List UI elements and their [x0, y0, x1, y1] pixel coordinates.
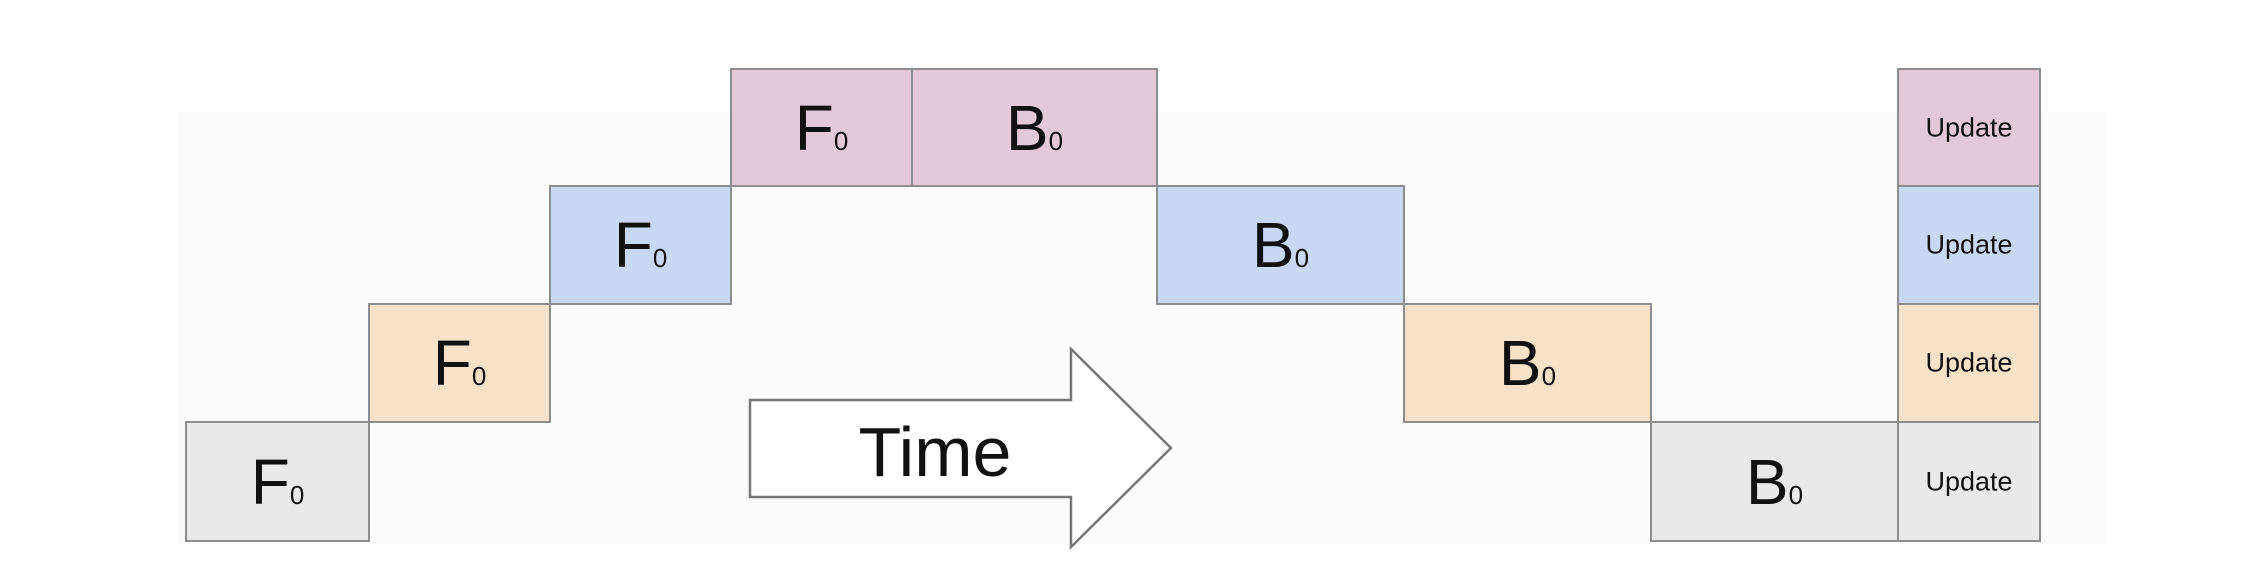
update-cell-stage-2: Update	[1897, 185, 2041, 305]
backward-cell-stage-1: B0	[1403, 303, 1652, 423]
forward-cell-stage-2: F0	[549, 185, 732, 305]
backward-subscript: 0	[1541, 361, 1557, 391]
update-cell-stage-0: Update	[1897, 421, 2041, 542]
forward-letter: F	[432, 327, 472, 399]
backward-letter: B	[1745, 445, 1789, 518]
forward-letter: F	[794, 91, 834, 164]
forward-cell-stage-0: F0	[185, 421, 370, 542]
forward-subscript: 0	[652, 243, 668, 273]
time-label: Time	[858, 413, 1012, 491]
update-label: Update	[1925, 229, 2013, 260]
update-cell-stage-3: Update	[1897, 68, 2041, 187]
backward-subscript: 0	[1294, 243, 1310, 273]
update-label: Update	[1925, 347, 2013, 378]
backward-subscript: 0	[1788, 479, 1804, 510]
backward-letter: B	[1251, 209, 1295, 281]
forward-subscript: 0	[833, 125, 849, 156]
backward-letter: B	[1498, 327, 1542, 399]
update-label: Update	[1925, 466, 2013, 496]
update-label: Update	[1925, 112, 2013, 142]
backward-subscript: 0	[1048, 125, 1064, 156]
backward-cell-stage-3: B0	[911, 68, 1158, 187]
forward-cell-stage-3: F0	[730, 68, 913, 187]
backward-cell-stage-2: B0	[1156, 185, 1405, 305]
backward-cell-stage-0: B0	[1650, 421, 1899, 542]
forward-subscript: 0	[289, 479, 305, 510]
forward-letter: F	[613, 209, 653, 281]
forward-letter: F	[250, 445, 290, 518]
backward-letter: B	[1005, 91, 1049, 164]
forward-cell-stage-1: F0	[368, 303, 551, 423]
forward-subscript: 0	[471, 361, 487, 391]
